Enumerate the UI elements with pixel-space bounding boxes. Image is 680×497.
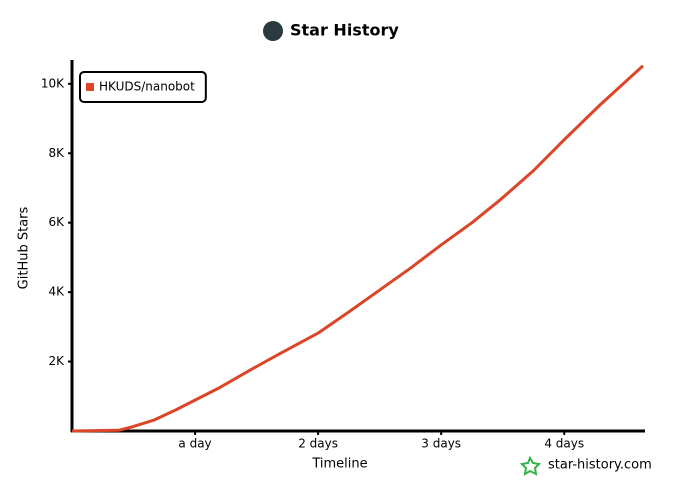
- x-tick-label: 3 days: [421, 437, 461, 451]
- x-axis-label: Timeline: [311, 457, 367, 472]
- series-line: [71, 64, 645, 433]
- y-tick-label: 4K: [48, 285, 65, 299]
- y-tick-label: 10K: [41, 76, 65, 90]
- x-tick-label: a day: [178, 437, 211, 451]
- chart-title: Star History: [290, 21, 399, 40]
- x-tick-label: 4 days: [544, 437, 584, 451]
- legend-swatch: [86, 83, 94, 91]
- y-tick-label: 6K: [48, 215, 65, 229]
- x-tick-label: 2 days: [298, 437, 338, 451]
- y-tick-label: 8K: [48, 146, 65, 160]
- y-tick-label: 2K: [48, 354, 65, 368]
- y-axis-label: GitHub Stars: [17, 206, 32, 289]
- watermark-icon: [519, 455, 542, 476]
- legend-label: HKUDS/nanobot: [99, 80, 195, 94]
- title-icon: [263, 21, 283, 41]
- legend-box: [79, 71, 207, 103]
- watermark: star-history.com: [548, 458, 652, 473]
